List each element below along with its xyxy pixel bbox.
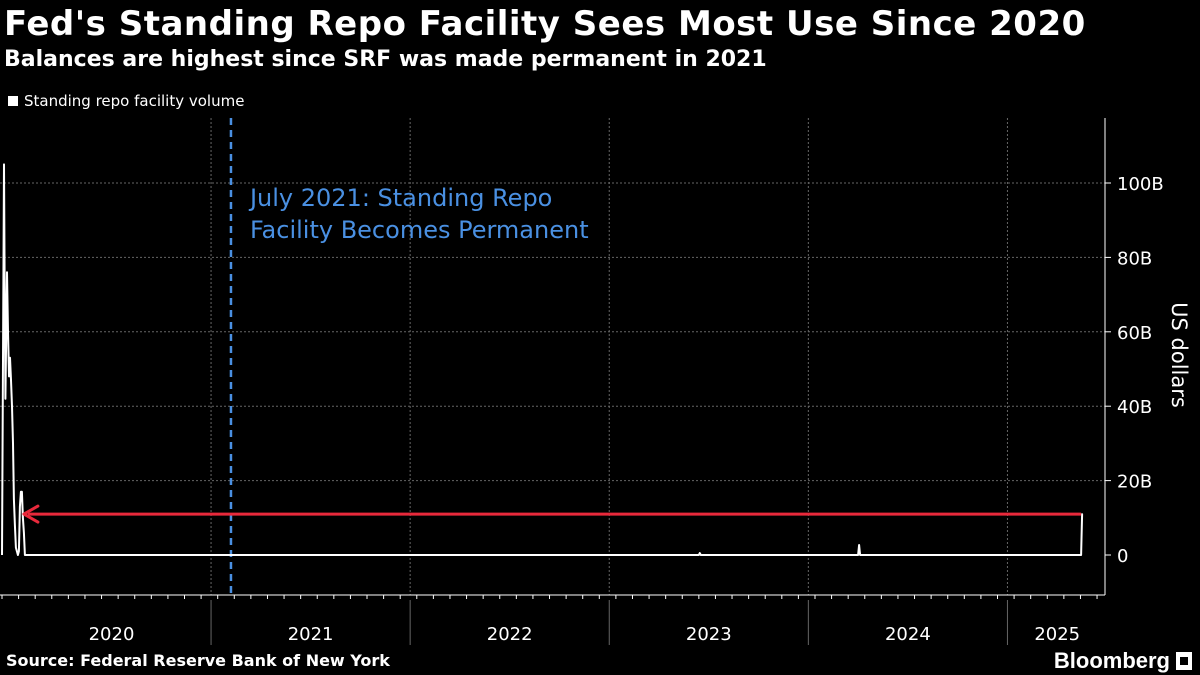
y-tick-label: 0 (1117, 546, 1128, 567)
x-tick-label: 2021 (288, 624, 334, 645)
x-tick-label: 2024 (885, 624, 931, 645)
y-tick-label: 80B (1117, 248, 1152, 269)
y-axis-title: US dollars (1167, 302, 1191, 408)
x-tick-label: 2023 (686, 624, 732, 645)
brand-name: Bloomberg (1053, 648, 1170, 673)
y-tick-label: 100B (1117, 174, 1164, 195)
brand-logo: Bloomberg (1054, 648, 1192, 674)
chart-subtitle: Balances are highest since SRF was made … (4, 47, 767, 72)
source-note: Source: Federal Reserve Bank of New York (6, 651, 390, 670)
legend: Standing repo facility volume (8, 92, 244, 110)
chart-title: Fed's Standing Repo Facility Sees Most U… (4, 4, 1086, 44)
series-line (1, 163, 1084, 556)
x-tick-label: 2022 (487, 624, 533, 645)
y-tick-label: 40B (1117, 397, 1152, 418)
legend-swatch (8, 96, 18, 106)
x-tick-label: 2020 (89, 624, 135, 645)
legend-label: Standing repo facility volume (24, 92, 245, 110)
x-tick-label: 2025 (1034, 624, 1080, 645)
annotation-text: July 2021: Standing Repo (248, 184, 552, 212)
arrow-head (22, 504, 40, 524)
y-tick-label: 20B (1117, 472, 1152, 493)
bloomberg-icon (1176, 652, 1192, 670)
annotation-text: Facility Becomes Permanent (250, 216, 589, 244)
y-tick-label: 60B (1117, 323, 1152, 344)
